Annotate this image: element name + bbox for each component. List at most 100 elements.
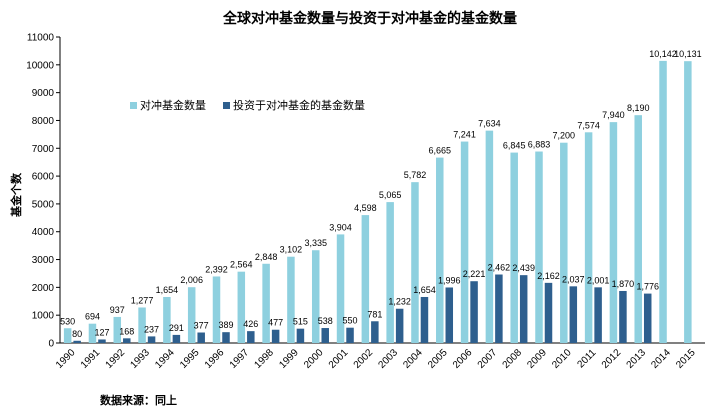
bar-fund-of-funds — [594, 287, 602, 343]
y-tick-label: 11000 — [27, 33, 55, 44]
x-tick-group: 2001 — [327, 347, 351, 371]
x-tick-label: 2004 — [401, 347, 425, 371]
x-tick-label: 2002 — [352, 347, 376, 371]
data-label-fund-of-funds: 127 — [94, 327, 109, 337]
data-label-hedge-funds: 530 — [60, 316, 75, 326]
bar-fund-of-funds — [445, 287, 454, 343]
bars — [63, 60, 692, 344]
data-label-hedge-funds: 3,102 — [280, 245, 303, 255]
y-axis-label: 基金个数 — [9, 172, 23, 218]
data-label-fund-of-funds: 237 — [144, 324, 159, 334]
data-label-fund-of-funds: 1,776 — [636, 282, 659, 292]
data-label-hedge-funds: 7,940 — [602, 110, 625, 120]
bar-hedge-funds — [485, 130, 494, 343]
data-label-hedge-funds: 10,142 — [649, 49, 677, 59]
data-label-fund-of-funds: 426 — [243, 319, 258, 329]
bar-hedge-funds — [138, 307, 146, 343]
bar-fund-of-funds — [123, 338, 131, 343]
x-tick-label: 1996 — [203, 347, 227, 371]
bar-fund-of-funds — [197, 332, 205, 343]
data-label-hedge-funds: 6,665 — [429, 146, 452, 156]
x-tick-group: 2005 — [426, 347, 450, 371]
x-tick-group: 2008 — [501, 347, 525, 371]
y-tick-label: 0 — [48, 339, 54, 350]
x-tick-label: 1999 — [277, 347, 301, 371]
x-tick-group: 1991 — [79, 347, 103, 371]
data-label-hedge-funds: 6,883 — [528, 140, 551, 150]
bar-fund-of-funds — [643, 293, 652, 343]
x-tick-group: 2007 — [476, 347, 500, 371]
data-label-hedge-funds: 5,782 — [404, 170, 427, 180]
x-tick-group: 1999 — [277, 347, 301, 371]
bar-hedge-funds — [386, 202, 394, 343]
data-label-hedge-funds: 6,845 — [503, 141, 526, 151]
data-label-hedge-funds: 2,392 — [205, 264, 228, 274]
bar-fund-of-funds — [271, 329, 280, 343]
bar-fund-of-funds — [420, 296, 429, 343]
x-tick-group: 1996 — [203, 347, 227, 371]
x-tick-label: 1993 — [128, 347, 152, 371]
bar-hedge-funds — [460, 141, 469, 343]
x-tick-group: 2003 — [377, 347, 401, 371]
legend-label-hedge-funds: 对冲基金数量 — [140, 98, 206, 112]
data-label-hedge-funds: 5,065 — [379, 190, 402, 200]
data-label-hedge-funds: 7,634 — [478, 119, 501, 129]
y-tick-label: 9000 — [32, 88, 55, 99]
bar-hedge-funds — [684, 61, 692, 343]
bar-fund-of-funds — [73, 340, 81, 343]
x-tick-label: 2011 — [575, 347, 598, 370]
bar-fund-of-funds — [544, 282, 553, 343]
x-tick-group: 1993 — [128, 347, 152, 371]
bar-fund-of-funds — [321, 328, 329, 343]
bar-hedge-funds — [63, 328, 72, 343]
x-tick-group: 2006 — [451, 347, 475, 371]
data-label-fund-of-funds: 477 — [268, 318, 283, 328]
data-label-hedge-funds: 4,598 — [354, 203, 377, 213]
data-label-fund-of-funds: 80 — [72, 329, 82, 339]
bar-fund-of-funds — [247, 331, 255, 343]
x-tick-label: 2007 — [476, 347, 500, 371]
bar-fund-of-funds — [495, 274, 503, 343]
data-label-hedge-funds: 1,654 — [156, 285, 179, 295]
x-tick-label: 2005 — [426, 347, 450, 371]
data-label-hedge-funds: 10,131 — [674, 49, 702, 59]
data-label-fund-of-funds: 1,996 — [438, 275, 461, 285]
data-label-hedge-funds: 3,335 — [304, 238, 327, 248]
bar-fund-of-funds — [569, 286, 578, 343]
x-tick-label: 2012 — [600, 347, 624, 371]
bar-fund-of-funds — [296, 328, 305, 343]
data-label-fund-of-funds: 2,462 — [488, 263, 511, 273]
x-tick-label: 2015 — [674, 347, 698, 371]
bar-fund-of-funds — [371, 321, 379, 343]
x-tick-group: 2011 — [575, 347, 598, 370]
x-tick-label: 2000 — [302, 347, 326, 371]
data-label-fund-of-funds: 1,232 — [388, 297, 411, 307]
bar-hedge-funds — [535, 151, 543, 343]
bar-hedge-funds — [634, 115, 642, 343]
data-label-fund-of-funds: 168 — [119, 326, 134, 336]
source-note: 数据来源：同上 — [100, 393, 177, 407]
data-label-hedge-funds: 7,241 — [453, 130, 476, 140]
x-tick-label: 1995 — [178, 347, 202, 371]
y-tick-label: 1000 — [32, 311, 55, 322]
legend: 对冲基金数量 投资于对冲基金的基金数量 — [130, 98, 365, 112]
bar-fund-of-funds — [147, 336, 156, 343]
data-label-fund-of-funds: 377 — [194, 321, 209, 331]
chart-title: 全球对冲基金数量与投资于对冲基金的基金数量 — [222, 10, 517, 27]
x-tick-group: 2010 — [550, 347, 574, 371]
x-tick-label: 1990 — [54, 347, 78, 371]
bar-hedge-funds — [584, 132, 593, 343]
data-label-hedge-funds: 2,848 — [255, 252, 278, 262]
data-label-fund-of-funds: 2,162 — [537, 271, 560, 281]
data-label-hedge-funds: 694 — [85, 312, 100, 322]
x-axis: 1990 1991 1992 1993 1994 1995 1996 1997 1998 1999… — [54, 342, 705, 371]
y-tick-label: 8000 — [32, 116, 55, 127]
x-tick-group: 2002 — [352, 347, 376, 371]
data-label-fund-of-funds: 2,439 — [512, 263, 535, 273]
data-label-hedge-funds: 3,904 — [329, 222, 352, 232]
x-tick-group: 1990 — [54, 347, 78, 371]
x-tick-group: 2000 — [302, 347, 326, 371]
bar-hedge-funds — [287, 256, 295, 343]
